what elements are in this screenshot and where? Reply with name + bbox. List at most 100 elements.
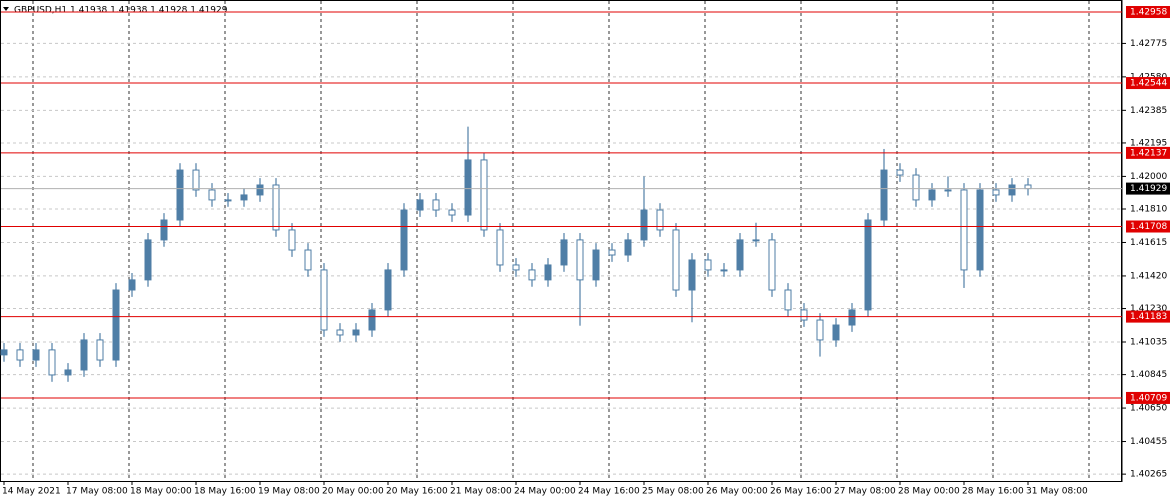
candle-body: [720, 269, 728, 272]
level-label-box: [1126, 6, 1170, 19]
x-tick-label: 24 May 16:00: [578, 487, 640, 497]
candle-body: [672, 229, 680, 291]
candle-body: [976, 189, 984, 271]
candle-body: [112, 289, 120, 361]
x-tick-label: 26 May 00:00: [706, 487, 768, 497]
candle-body: [640, 209, 648, 241]
menu-arrow[interactable]: [3, 7, 9, 11]
candle-body: [448, 209, 456, 216]
y-tick-label: 1.42000: [1130, 172, 1167, 182]
candle-body: [592, 249, 600, 281]
x-tick-label: 18 May 16:00: [194, 487, 256, 497]
level-label: 1.42958: [1130, 8, 1167, 18]
candle-body: [480, 159, 488, 231]
candle-body: [336, 329, 344, 336]
candle-body: [224, 199, 232, 202]
candle-body: [96, 339, 104, 361]
candle-body: [256, 184, 264, 196]
x-tick-label: 21 May 08:00: [450, 487, 512, 497]
candle-body: [704, 259, 712, 271]
candle-body: [944, 189, 952, 192]
candle-body: [576, 239, 584, 281]
candle-body: [272, 184, 280, 231]
y-tick-label: 1.42385: [1130, 106, 1167, 116]
candle-body: [208, 189, 216, 201]
last-price-box: [1126, 182, 1170, 195]
level-label-box: [1126, 77, 1170, 90]
x-tick-label: 31 May 08:00: [1026, 487, 1088, 497]
y-tick-label: 1.40455: [1130, 437, 1167, 447]
candle-body: [784, 289, 792, 311]
candle-body: [48, 349, 56, 376]
level-label: 1.40709: [1130, 393, 1167, 403]
candle-body: [16, 349, 24, 361]
x-tick-label: 20 May 16:00: [386, 487, 448, 497]
y-tick-label: 1.41230: [1130, 304, 1167, 314]
candle-body: [288, 229, 296, 251]
candle-body: [32, 349, 40, 361]
candle-body: [848, 309, 856, 326]
x-tick-label: 20 May 00:00: [322, 487, 384, 497]
candle-body: [752, 239, 760, 242]
candle-body: [320, 269, 328, 331]
y-tick-label: 1.42195: [1130, 138, 1167, 148]
candle-body: [544, 264, 552, 281]
candle-body: [832, 324, 840, 341]
candle-body: [528, 269, 536, 281]
x-tick-label: 18 May 00:00: [130, 487, 192, 497]
candle-body: [192, 169, 200, 191]
level-label-box: [1126, 146, 1170, 159]
candle-body: [64, 369, 72, 376]
candle-body: [880, 169, 888, 221]
candle-body: [496, 229, 504, 266]
x-tick-label: 27 May 08:00: [834, 487, 896, 497]
candle-body: [928, 189, 936, 201]
level-label: 1.42544: [1130, 79, 1167, 89]
last-price-label: 1.41929: [1130, 184, 1167, 194]
candle-body: [80, 339, 88, 371]
level-label-box: [1126, 310, 1170, 323]
y-tick-label: 1.41810: [1130, 205, 1167, 215]
y-tick-label: 1.41035: [1130, 338, 1167, 348]
candle-body: [992, 189, 1000, 196]
candle-body: [160, 219, 168, 241]
level-label: 1.41183: [1130, 312, 1167, 322]
x-tick-label: 17 May 08:00: [66, 487, 128, 497]
chart-title: GBPUSD,H1 1.41938 1.41938 1.41928 1.4192…: [14, 6, 228, 16]
candle-body: [656, 209, 664, 231]
candle-body: [688, 259, 696, 291]
candle-body: [816, 319, 824, 341]
y-tick-label: 1.41615: [1130, 238, 1167, 248]
candle-body: [608, 249, 616, 256]
candle-body: [800, 309, 808, 321]
candle-body: [352, 329, 360, 336]
level-label: 1.41708: [1130, 222, 1167, 232]
candle-body: [560, 239, 568, 266]
candle-body: [384, 269, 392, 311]
candle-body: [960, 189, 968, 271]
candle-body: [464, 159, 472, 216]
x-tick-label: 19 May 08:00: [258, 487, 320, 497]
level-label-box: [1126, 220, 1170, 233]
candle-body: [624, 239, 632, 256]
x-tick-label: 28 May 00:00: [898, 487, 960, 497]
x-tick-label: 26 May 16:00: [770, 487, 832, 497]
candle-body: [432, 199, 440, 211]
candle-body: [896, 169, 904, 176]
candle-body: [416, 199, 424, 211]
candle-body: [176, 169, 184, 221]
level-label: 1.42137: [1130, 148, 1167, 158]
candle-body: [1008, 184, 1016, 196]
y-tick-label: 1.41420: [1130, 271, 1167, 281]
candle-body: [0, 349, 8, 356]
x-tick-label: 14 May 2021: [2, 487, 61, 497]
candle-body: [736, 239, 744, 271]
candle-body: [912, 174, 920, 201]
y-tick-label: 1.40845: [1130, 370, 1167, 380]
level-label-box: [1126, 391, 1170, 404]
candle-body: [864, 219, 872, 311]
x-tick-label: 25 May 08:00: [642, 487, 704, 497]
candle-body: [1024, 184, 1032, 190]
candle-body: [128, 279, 136, 291]
